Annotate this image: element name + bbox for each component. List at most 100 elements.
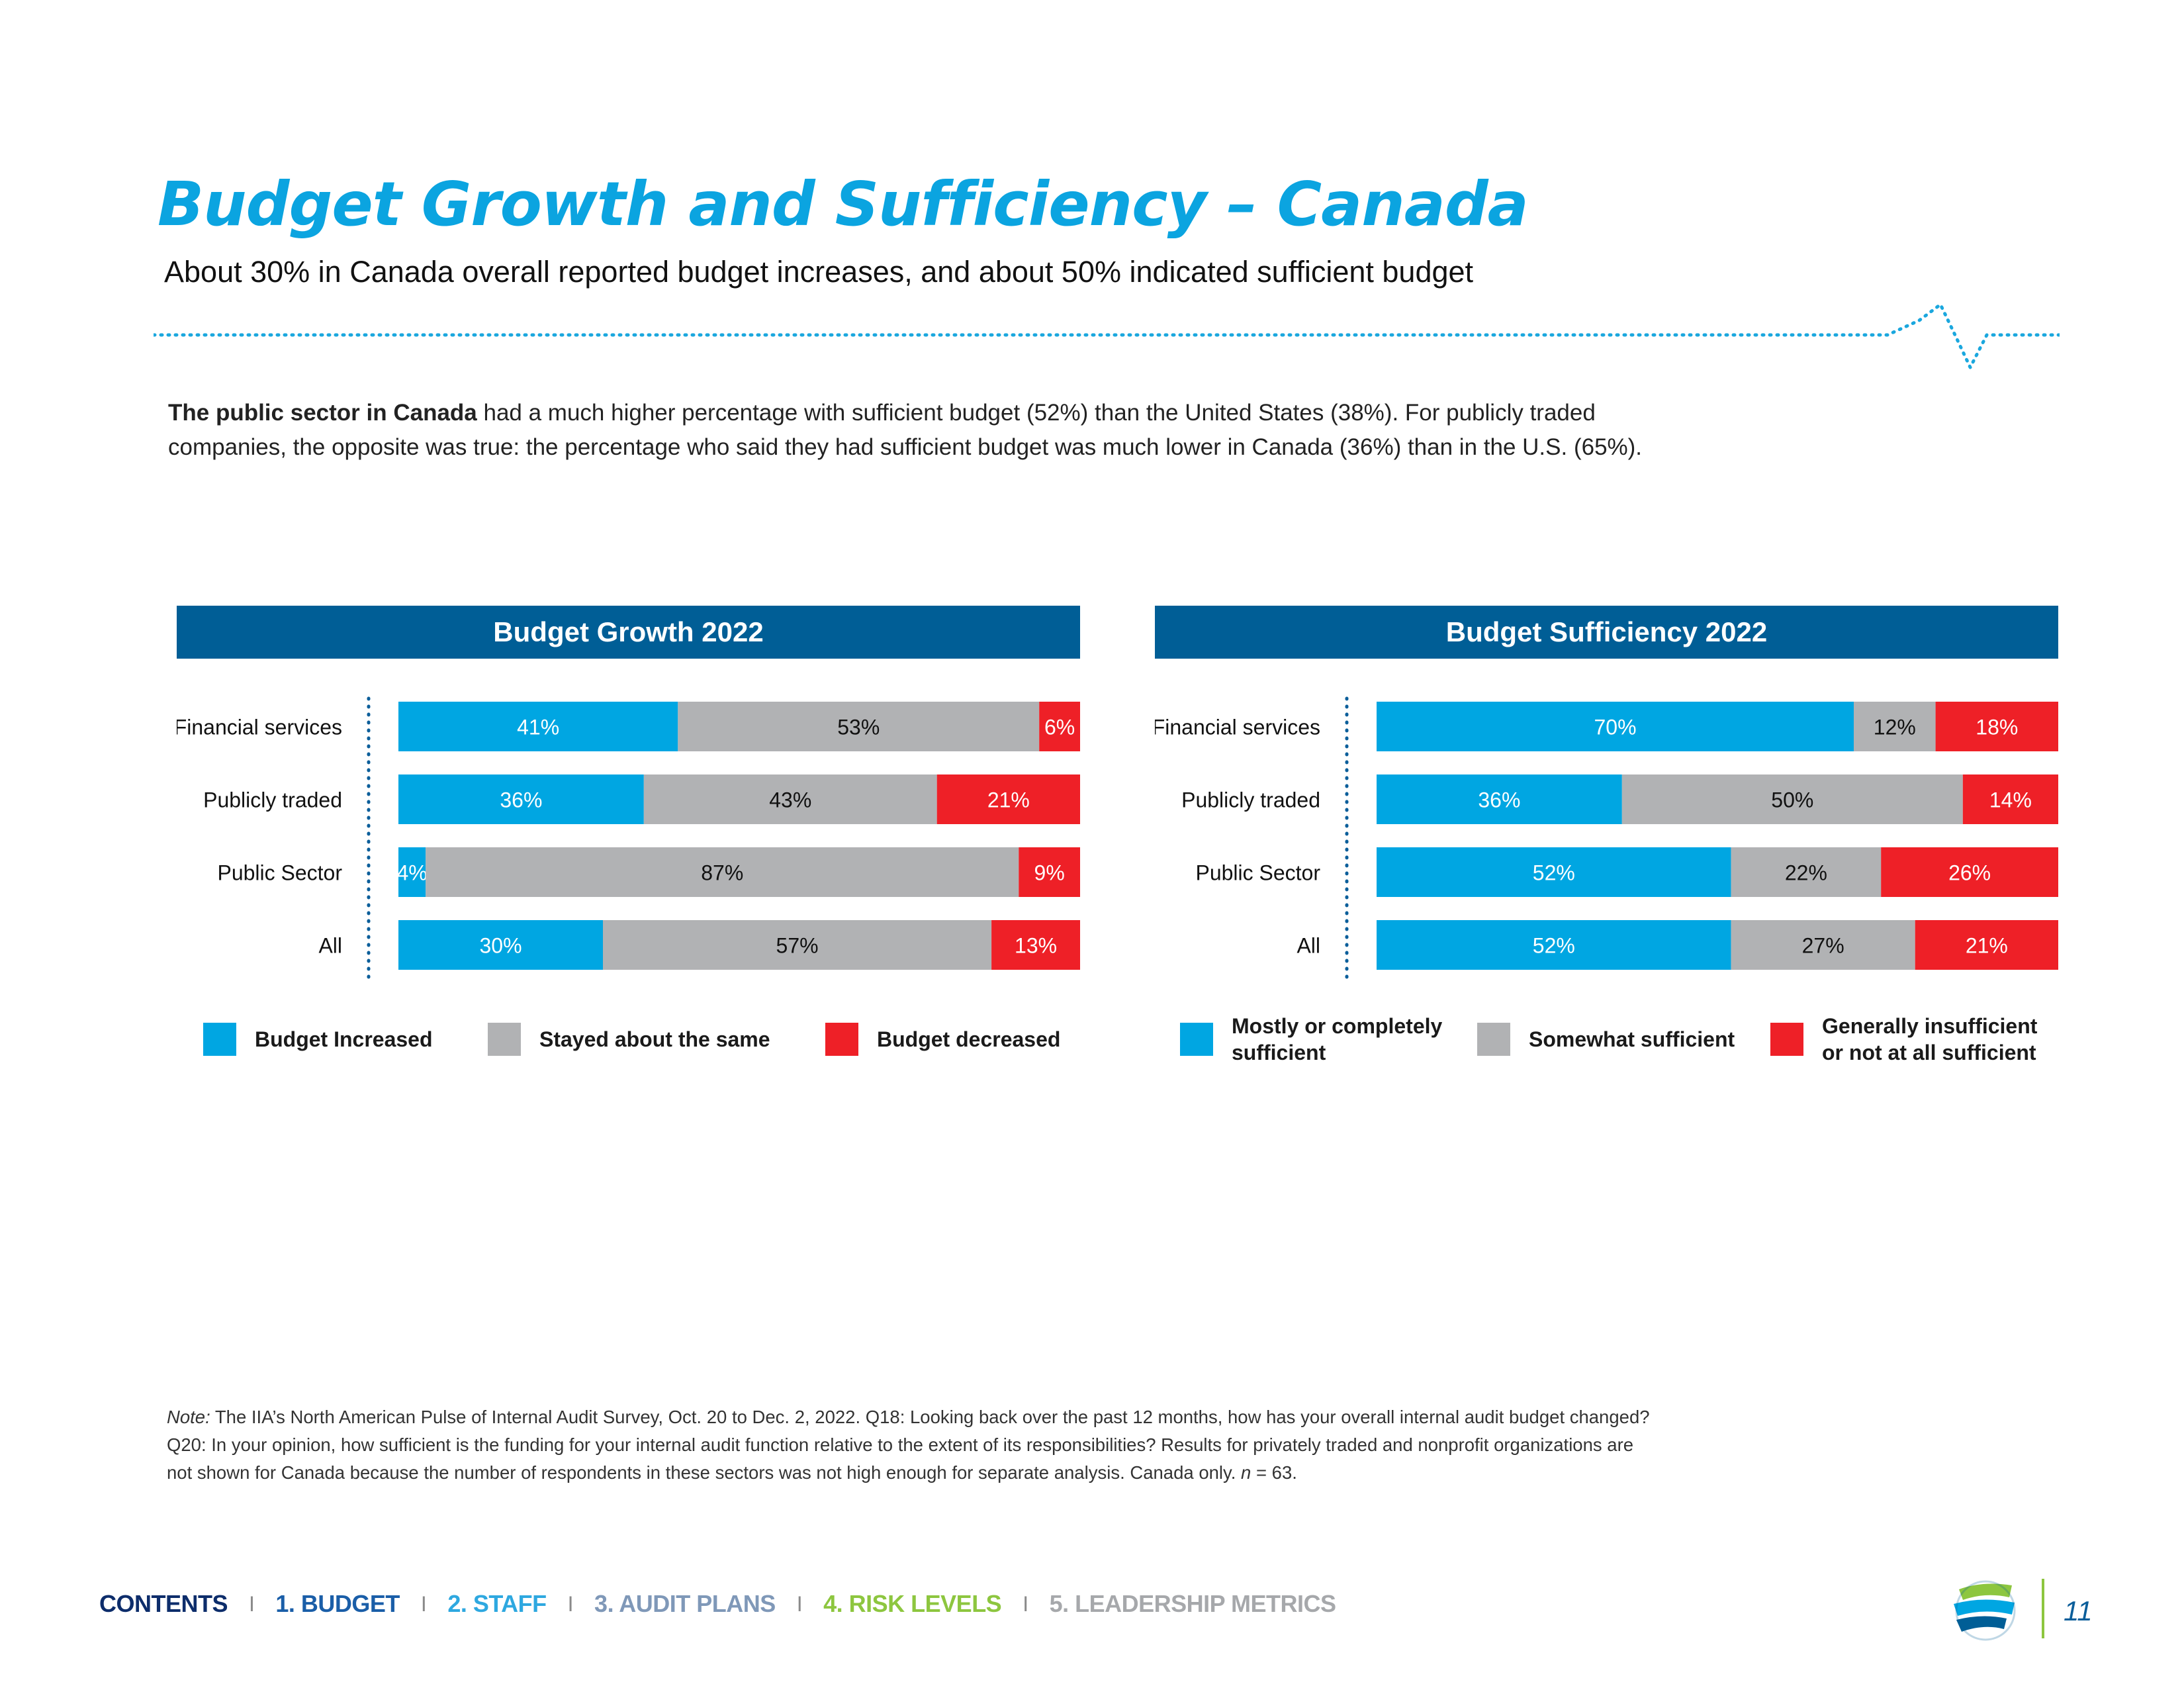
bar-segment (1377, 774, 1622, 824)
bar-segment (1377, 702, 1854, 751)
legend-label: Budget Increased (255, 1027, 433, 1051)
category-label: All (318, 934, 342, 958)
nav-contents[interactable]: CONTENTS (99, 1590, 228, 1617)
survey-note: Note: The IIA’s North American Pulse of … (167, 1403, 1656, 1487)
legend-label: Somewhat sufficient (1529, 1027, 1735, 1051)
bar-segment (1731, 847, 1882, 897)
legend-item-somewhat-sufficient: Somewhat sufficient (1477, 1023, 1735, 1056)
data-label: 12% (1874, 716, 1916, 739)
bar-segment (398, 702, 678, 751)
legend-item-insufficient: Generally insufficient or not at all suf… (1770, 1013, 2047, 1066)
legend-item-budget-increased: Budget Increased (203, 1023, 433, 1056)
data-label: 4% (396, 861, 427, 885)
data-label: 53% (837, 716, 880, 739)
legend-item-stayed-same: Stayed about the same (488, 1023, 770, 1056)
page-title: Budget Growth and Sufficiency – Canada (158, 169, 1529, 240)
data-label: 30% (479, 934, 522, 958)
category-label: All (1297, 934, 1320, 958)
budget-growth-chart: Budget Growth 2022 Financial services 41%… (177, 606, 1080, 1109)
nav-risk-levels[interactable]: 4. RISK LEVELS (823, 1590, 1002, 1617)
bar-segment (1731, 920, 1915, 970)
bar-segment (1377, 920, 1731, 970)
note-text-1: The IIA’s North American Pulse of Intern… (167, 1407, 1650, 1483)
data-label: 52% (1533, 934, 1575, 958)
dotted-divider (154, 303, 2060, 369)
nav-audit-plans[interactable]: 3. AUDIT PLANS (594, 1590, 776, 1617)
data-label: 18% (1976, 716, 2018, 739)
data-label: 9% (1034, 861, 1065, 885)
legend-item-budget-decreased: Budget decreased (825, 1023, 1060, 1056)
category-label: Publicly traded (1181, 788, 1320, 812)
data-label: 70% (1594, 716, 1636, 739)
legend-label: Budget decreased (877, 1027, 1061, 1051)
data-label: 21% (987, 788, 1030, 812)
nav-separator: I (567, 1591, 574, 1616)
legend-swatch-gray (1477, 1023, 1510, 1056)
note-n: n (1241, 1462, 1251, 1483)
data-label: 52% (1533, 861, 1575, 885)
budget-growth-title: Budget Growth 2022 (177, 606, 1080, 659)
data-label: 50% (1771, 788, 1813, 812)
bar-segment (1962, 774, 2058, 824)
bar-segment (936, 774, 1080, 824)
data-label: 21% (1966, 934, 2008, 958)
note-text-2: = 63. (1251, 1462, 1297, 1483)
legend-item-mostly-sufficient: Mostly or completely sufficient (1180, 1013, 1457, 1066)
nav-budget[interactable]: 1. BUDGET (275, 1590, 400, 1617)
page-subtitle: About 30% in Canada overall reported bud… (164, 255, 1474, 289)
category-label: Public Sector (217, 861, 342, 885)
data-label: 22% (1785, 861, 1827, 885)
bar-segment (678, 702, 1040, 751)
legend-label: Generally insufficient or not at all suf… (1822, 1014, 2038, 1064)
category-label: Publicly traded (203, 788, 342, 812)
legend-swatch-blue (1180, 1023, 1213, 1056)
intro-text: had a much higher percentage with suffic… (168, 400, 1643, 460)
legend-swatch-red (825, 1023, 858, 1056)
nav-leadership-metrics[interactable]: 5. LEADERSHIP METRICS (1049, 1590, 1336, 1617)
data-label: 36% (500, 788, 542, 812)
bar-segment (1621, 774, 1963, 824)
category-label: Public Sector (1195, 861, 1320, 885)
bar-segment (1377, 847, 1731, 897)
iia-logo-icon (1954, 1580, 2016, 1641)
nav-staff[interactable]: 2. STAFF (447, 1590, 547, 1617)
bar-segment (1854, 702, 1936, 751)
intro-paragraph: The public sector in Canada had a much h… (168, 396, 1657, 465)
data-label: 6% (1044, 716, 1075, 739)
bar-segment (398, 920, 603, 970)
category-label: Financial services (1155, 716, 1320, 739)
bar-segment (1915, 920, 2058, 970)
data-label: 26% (1948, 861, 1991, 885)
category-label: Financial services (177, 716, 342, 739)
budget-sufficiency-title: Budget Sufficiency 2022 (1155, 606, 2058, 659)
budget-sufficiency-chart: Budget Sufficiency 2022 Financial servic… (1155, 606, 2058, 1109)
legend-swatch-red (1770, 1023, 1803, 1056)
data-label: 36% (1478, 788, 1520, 812)
bar-segment (1935, 702, 2058, 751)
nav-separator: I (420, 1591, 427, 1616)
bar-segment (1039, 702, 1080, 751)
data-label: 43% (769, 788, 811, 812)
intro-bold: The public sector in Canada (168, 400, 477, 426)
bar-segment (1881, 847, 2058, 897)
nav-separator: I (796, 1591, 803, 1616)
legend-label: Stayed about the same (539, 1027, 770, 1051)
legend-label: Mostly or completely sufficient (1232, 1014, 1443, 1064)
budget-sufficiency-plot: Financial services 70% 12% 18% Publicly trad… (1155, 696, 2058, 982)
bar-segment (426, 847, 1019, 897)
page-number: 11 (2064, 1595, 2093, 1626)
bar-segment (398, 847, 426, 897)
data-label: 41% (517, 716, 559, 739)
note-label: Note: (167, 1407, 210, 1427)
footer-divider (2042, 1579, 2044, 1638)
bar-segment (398, 774, 644, 824)
data-label: 57% (776, 934, 819, 958)
bar-segment (991, 920, 1080, 970)
bar-segment (1019, 847, 1080, 897)
nav-separator: I (249, 1591, 255, 1616)
data-label: 13% (1015, 934, 1057, 958)
bar-segment (603, 920, 992, 970)
data-label: 14% (1989, 788, 2032, 812)
nav-separator: I (1023, 1591, 1028, 1616)
legend-swatch-blue (203, 1023, 236, 1056)
